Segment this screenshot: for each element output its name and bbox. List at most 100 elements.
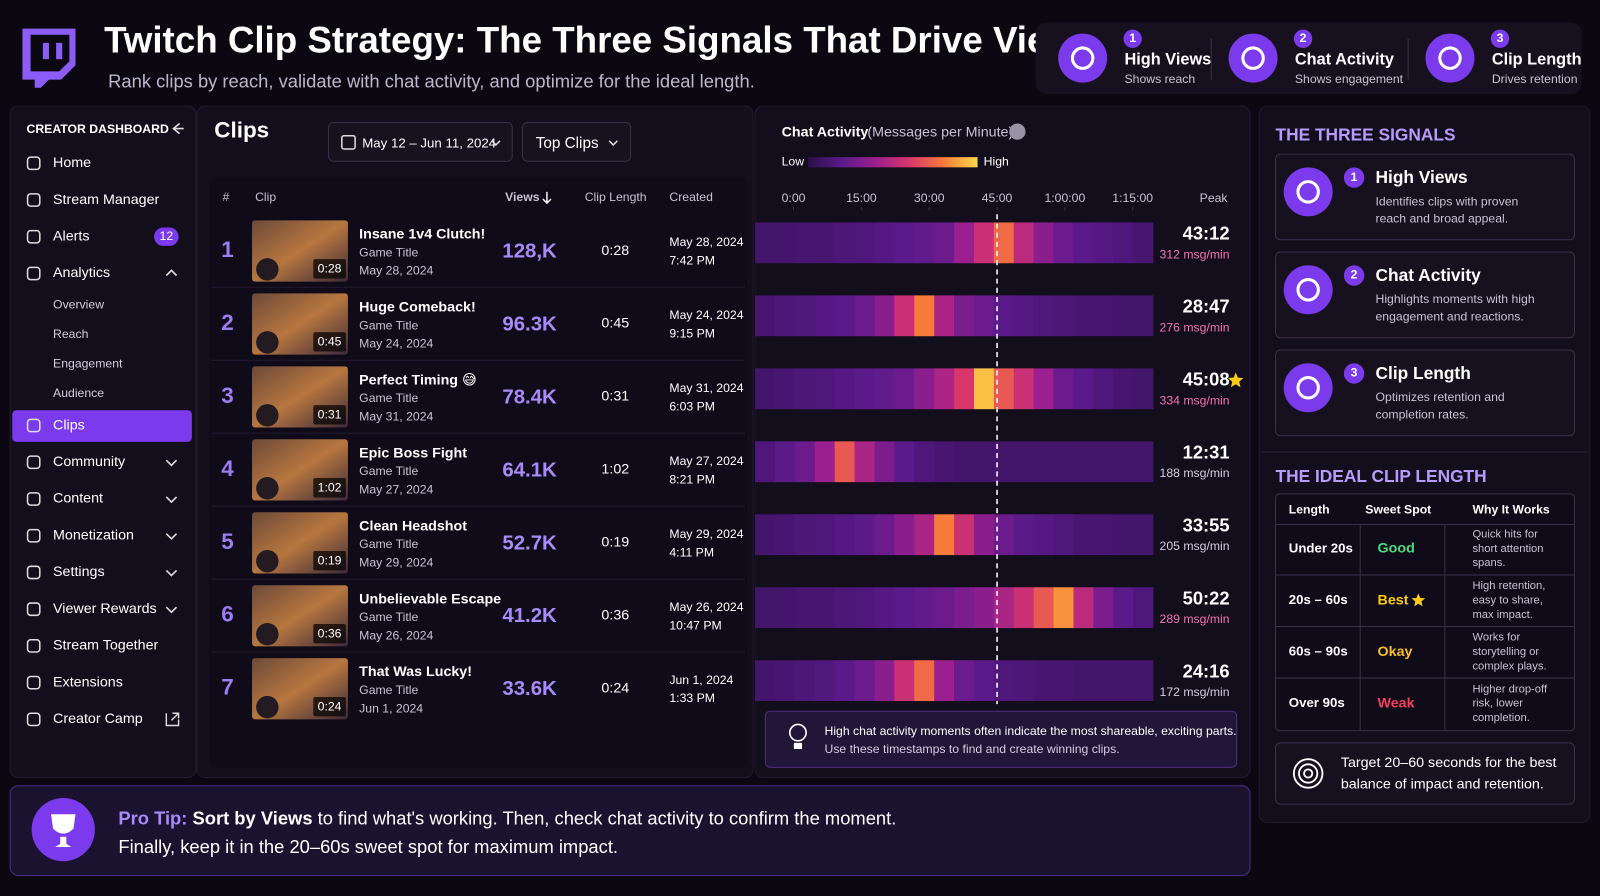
heat-cell bbox=[954, 441, 975, 483]
heat-cell bbox=[794, 441, 816, 483]
table-header: Why It Works bbox=[1472, 502, 1549, 516]
signal-icon bbox=[1425, 33, 1475, 83]
chevron bbox=[165, 606, 178, 614]
heat-cell bbox=[854, 222, 875, 264]
heat-cell bbox=[755, 368, 776, 410]
heat-cell bbox=[894, 660, 915, 702]
heat-cell bbox=[1133, 514, 1154, 556]
peak-header: Peak bbox=[1200, 191, 1229, 205]
why: Works for bbox=[1472, 632, 1520, 644]
heat-cell bbox=[774, 660, 796, 702]
card-title: Chat Activity bbox=[1376, 265, 1482, 285]
chevron bbox=[165, 569, 178, 577]
nav-icon bbox=[26, 492, 41, 506]
heat-cell bbox=[1033, 222, 1054, 264]
clip-length: 0:31 bbox=[601, 389, 629, 405]
column-header: Views bbox=[505, 190, 540, 204]
heat-cell bbox=[874, 368, 895, 410]
sweet-spot: Okay bbox=[1378, 644, 1413, 660]
target-text: Target 20–60 seconds for the best bbox=[1341, 755, 1557, 771]
number-badge bbox=[1123, 29, 1142, 48]
created-date: May 29, 2024 bbox=[669, 527, 743, 541]
signal-number: 1 bbox=[1129, 31, 1136, 45]
duration: 1:02 bbox=[318, 480, 342, 494]
heat-cell bbox=[973, 587, 995, 629]
peak-rate: 276 msg/min bbox=[1160, 320, 1230, 334]
card-desc: engagement and reactions. bbox=[1376, 310, 1524, 324]
heat-cell bbox=[874, 660, 895, 702]
chevron bbox=[165, 496, 178, 504]
x-tick-label: 45:00 bbox=[982, 191, 1013, 205]
target-icon bbox=[1292, 758, 1324, 789]
heat-cell bbox=[814, 222, 835, 264]
note-box bbox=[764, 710, 1238, 768]
why: High retention, bbox=[1472, 580, 1545, 592]
tip-line: Pro Tip: Sort by Views to find what's wo… bbox=[118, 807, 896, 828]
heat-cell bbox=[894, 295, 915, 337]
clip-game: Game Title bbox=[359, 537, 418, 551]
heat-cell bbox=[1133, 441, 1154, 483]
icon-glyph bbox=[1296, 278, 1320, 302]
number-badge bbox=[1343, 167, 1365, 188]
length: Under 20s bbox=[1289, 540, 1353, 555]
heat-cell bbox=[1053, 368, 1074, 410]
clip-title: Unbelievable Escape bbox=[359, 591, 501, 607]
tip-text: Sort by Views bbox=[192, 807, 312, 828]
created-date: May 27, 2024 bbox=[669, 454, 743, 468]
trophy-glyph bbox=[51, 814, 76, 847]
heat-cell bbox=[954, 660, 975, 702]
clip-date: May 27, 2024 bbox=[359, 483, 433, 497]
heat-cell bbox=[1053, 441, 1074, 483]
panel-title: Clips bbox=[214, 118, 269, 143]
title: Twitch Clip Strategy: The Three Signals … bbox=[104, 20, 1096, 61]
why: easy to share, bbox=[1472, 594, 1542, 606]
length-table bbox=[1274, 493, 1575, 732]
heat-cell bbox=[1053, 514, 1074, 556]
heat-cell bbox=[934, 368, 955, 410]
peak-time: 43:12 bbox=[1183, 223, 1230, 244]
sweet-spot: Good bbox=[1378, 541, 1415, 557]
nav-icon bbox=[26, 455, 41, 470]
heat-cell bbox=[1073, 587, 1094, 629]
heat-cell bbox=[755, 514, 776, 556]
nav-icon bbox=[26, 229, 41, 244]
clip-game: Game Title bbox=[359, 683, 418, 697]
icon-glyph bbox=[1070, 46, 1095, 70]
heat-cell bbox=[993, 222, 1015, 264]
nav-item: Extensions bbox=[53, 674, 123, 690]
heat-cell bbox=[834, 368, 855, 410]
why: spans. bbox=[1472, 557, 1505, 569]
heat-cell bbox=[1073, 514, 1094, 556]
created-time: 7:42 PM bbox=[669, 253, 715, 267]
x-tick-label: 1:15:00 bbox=[1112, 191, 1153, 205]
x-tick-label: 0:00 bbox=[782, 191, 806, 205]
nav-icon bbox=[26, 675, 41, 690]
rank: 4 bbox=[221, 456, 234, 481]
peak-rate: 289 msg/min bbox=[1160, 612, 1230, 626]
heat-cell bbox=[834, 441, 855, 483]
heat-cell bbox=[914, 368, 935, 410]
heat-cell bbox=[894, 222, 915, 264]
heat-cell bbox=[1093, 514, 1114, 556]
clip-date: Jun 1, 2024 bbox=[359, 701, 423, 715]
heat-cell bbox=[1073, 295, 1094, 337]
section-title: THE IDEAL CLIP LENGTH bbox=[1276, 466, 1487, 486]
heat-cell bbox=[973, 222, 995, 264]
peak-time: 33:55 bbox=[1183, 514, 1230, 535]
number-badge bbox=[1343, 363, 1365, 384]
heat-cell bbox=[1013, 514, 1034, 556]
clip-length: 1:02 bbox=[601, 462, 629, 478]
sweet-spot: Best bbox=[1378, 592, 1409, 608]
created-time: 6:03 PM bbox=[669, 399, 715, 413]
views: 64.1K bbox=[502, 459, 557, 481]
heat-cell bbox=[934, 295, 955, 337]
clip-length: 0:19 bbox=[601, 535, 629, 551]
heat-cell bbox=[874, 587, 895, 629]
heat-cell bbox=[854, 295, 875, 337]
heat-cell bbox=[1093, 587, 1114, 629]
peak-time: 28:47 bbox=[1183, 295, 1230, 316]
heat-cell bbox=[834, 587, 855, 629]
star bbox=[1411, 593, 1426, 607]
tip-text: to find what's working. Then, check chat… bbox=[313, 807, 897, 828]
legend-high: High bbox=[984, 154, 1009, 168]
